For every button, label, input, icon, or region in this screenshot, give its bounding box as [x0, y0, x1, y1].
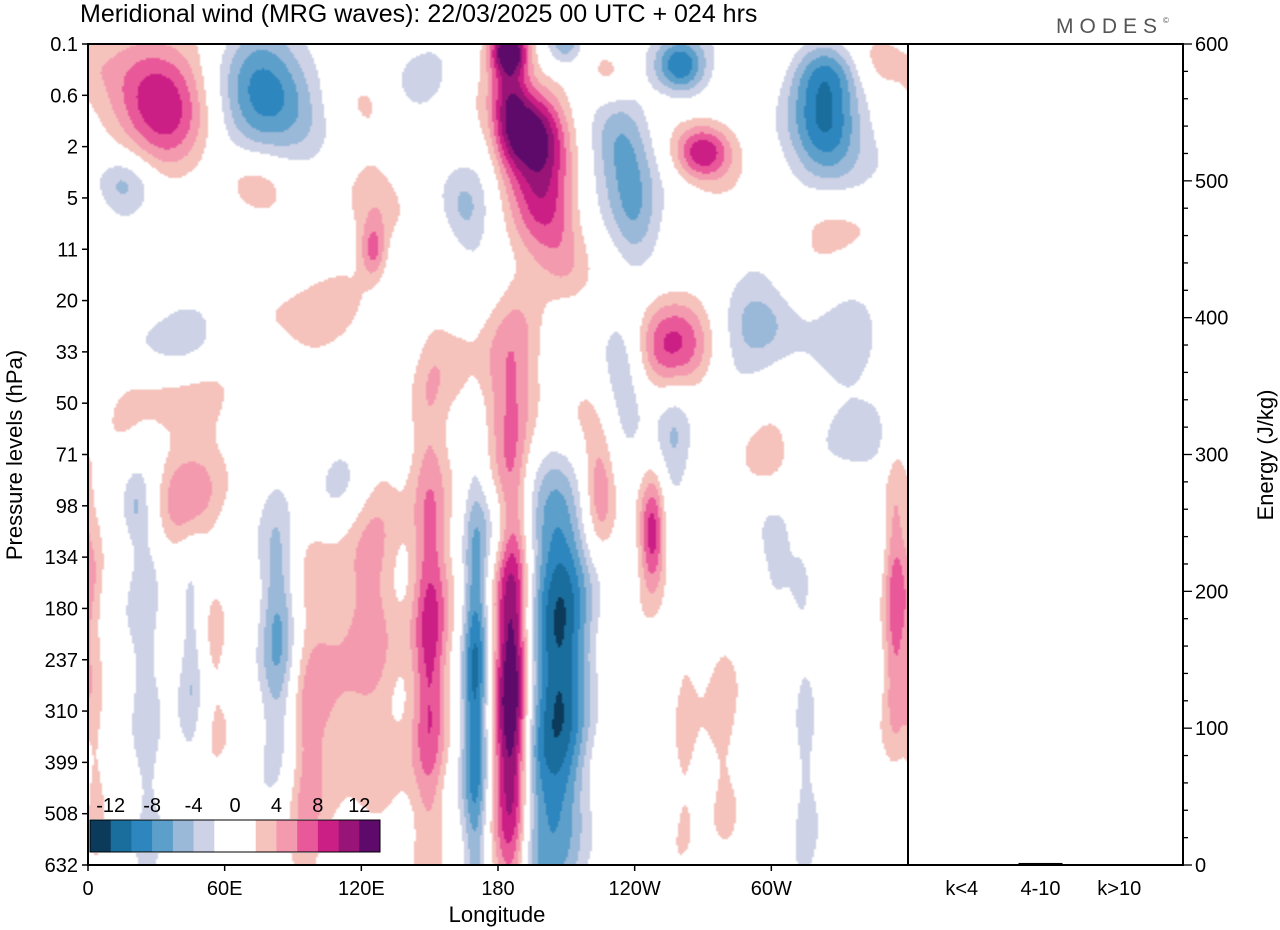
y-tick-label: 134 [45, 547, 78, 569]
x-tick-label: 120E [338, 878, 385, 900]
y-tick-label: 98 [56, 496, 78, 518]
energy-categories: k<4 4-10 k>10 [945, 878, 1141, 900]
energy-bar [939, 864, 984, 866]
energy-frame [907, 43, 1184, 866]
colorbar-swatch [255, 820, 277, 852]
colorbar-swatch [214, 820, 236, 852]
energy-tick-label: 0 [1195, 855, 1206, 877]
y-tick-label: 33 [56, 342, 78, 364]
y-tick-label: 20 [56, 291, 78, 313]
energy-tick-label: 300 [1195, 445, 1228, 467]
energy-axis-label: Energy (J/kg) [1253, 390, 1278, 521]
colorbar-frame [89, 819, 381, 853]
pressure-axis: 0.1 0.6 2 5 11 20 33 50 71 98 134 180 237 310 399 508 63… [45, 34, 88, 877]
energy-bar [1097, 864, 1142, 866]
y-tick-label: 180 [45, 598, 78, 620]
x-axis-label: Longitude [449, 902, 546, 927]
energy-axis: 0 100 200 300 400 500 600 [1183, 34, 1228, 877]
colorbar-swatch [152, 820, 174, 852]
y-tick-label: 71 [56, 445, 78, 467]
energy-tick-label: 600 [1195, 34, 1228, 56]
colorbar-swatch [193, 820, 215, 852]
y-tick-label: 0.1 [50, 34, 78, 56]
modes-logo: MODES© [1056, 15, 1169, 38]
energy-tick-label: 100 [1195, 718, 1228, 740]
colorbar-label: -4 [185, 795, 203, 817]
colorbar-label: 4 [271, 795, 282, 817]
colorbar-swatch [235, 820, 257, 852]
colorbar-swatch [317, 820, 339, 852]
colorbar-swatch [90, 820, 112, 852]
energy-category-label: k<4 [945, 878, 978, 900]
chart-title: Meridional wind (MRG waves): 22/03/2025 … [80, 0, 757, 28]
colorbar-swatch [110, 820, 132, 852]
colorbar-swatch [359, 820, 381, 852]
energy-tick-label: 200 [1195, 581, 1228, 603]
modes-logo-text: MODES [1056, 15, 1163, 38]
y-tick-label: 237 [45, 650, 78, 672]
energy-tick-label: 400 [1195, 308, 1228, 330]
y-tick-label: 399 [45, 752, 78, 774]
energy-bars [939, 862, 1142, 866]
colorbar-label: 12 [348, 795, 370, 817]
modes-logo-mark: © [1163, 16, 1169, 25]
y-tick-label: 2 [67, 137, 78, 159]
colorbar-label: 0 [229, 795, 240, 817]
energy-bar [1018, 862, 1063, 865]
x-tick-label: 0 [82, 878, 93, 900]
colorbar-label: -12 [96, 795, 125, 817]
x-tick-label: 180 [481, 878, 514, 900]
colorbar-swatch [172, 820, 194, 852]
colorbar-label: 8 [312, 795, 323, 817]
y-axis-label: Pressure levels (hPa) [2, 350, 27, 560]
colorbar-swatch [297, 820, 319, 852]
contour-plot: 0.1 0.6 2 5 11 20 33 50 71 98 134 180 237 310 399 508 63… [2, 34, 909, 927]
energy-category-label: k>10 [1097, 878, 1141, 900]
y-tick-label: 5 [67, 188, 78, 210]
x-tick-label: 60W [751, 878, 792, 900]
energy-tick-label: 500 [1195, 171, 1228, 193]
y-tick-label: 0.6 [50, 85, 78, 107]
y-tick-label: 11 [57, 239, 78, 261]
colorbar-label: -8 [143, 795, 161, 817]
y-tick-label: 508 [45, 804, 78, 826]
longitude-axis: 0 60E 120E 180 120W 60W [82, 865, 792, 900]
x-tick-label: 60E [207, 878, 243, 900]
wind-field-image [88, 44, 908, 865]
energy-panel: 0 100 200 300 400 500 600 k<4 4-10 k>10 Energy (… [907, 34, 1278, 900]
colorbar-swatch [276, 820, 298, 852]
x-tick-label: 120W [609, 878, 661, 900]
y-tick-label: 632 [45, 855, 78, 877]
y-tick-label: 50 [56, 393, 78, 415]
colorbar-swatch [338, 820, 360, 852]
energy-category-label: 4-10 [1020, 878, 1060, 900]
colorbar-swatch [131, 820, 153, 852]
y-tick-label: 310 [45, 701, 78, 723]
colorbar: -12 -8 -4 0 4 8 12 [89, 795, 381, 853]
